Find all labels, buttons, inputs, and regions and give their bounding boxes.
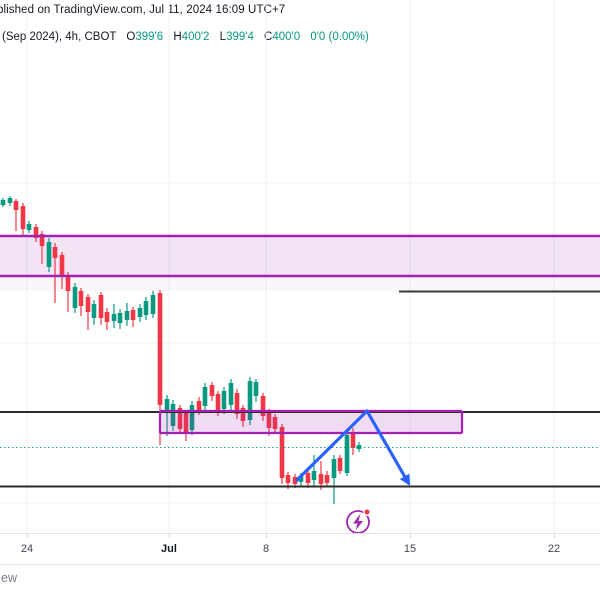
time-axis-tick [410,534,411,538]
high-label: H [173,31,182,43]
candle-up [143,297,149,320]
candle-down [13,199,19,231]
candle-down [266,409,272,436]
open-value: 399'6 [135,31,164,43]
candle-down [209,382,215,401]
change-value: 0'0 (0.00%) [310,31,369,43]
notification-dot [363,508,371,516]
candle-down [59,252,65,289]
time-axis-tick [27,534,28,538]
candles [0,196,362,504]
watermark-fragment: ew [1,571,17,585]
candle-down [272,414,278,433]
candle-up [356,442,362,452]
candle-up [111,304,117,328]
candle-down [20,203,26,235]
candle-up [202,383,208,411]
candle-up [0,198,6,207]
supply-zone-upper-fill [0,236,600,276]
candle-down [234,389,240,419]
candle-down [260,393,266,421]
candle-up [46,238,52,272]
candle-up [228,379,234,410]
candlestick-chart-canvas[interactable] [0,0,600,533]
symbol-status-line: (Sep 2024), 4h, CBOT O399'6 H400'2 L399'… [2,31,369,43]
candle-down [305,469,311,488]
low-value: 399'4 [226,31,254,43]
candle-down [78,288,84,316]
candle-up [91,300,97,325]
projection-arrow [294,409,411,486]
instrument-name: (Sep 2024), 4h, CBOT [2,31,117,43]
supply-zone-mid-fill [160,411,462,433]
candle-up [247,377,253,425]
candle-up [221,387,227,414]
candle-up [72,283,78,313]
candle-up [7,196,13,206]
time-axis-label: Jul [161,543,177,555]
candle-down [240,405,246,427]
candle-up [124,303,130,326]
close-label: C [264,31,273,43]
candle-down [65,272,71,312]
candle-up [331,455,337,504]
publish-attribution: blished on TradingView.com, Jul 11, 2024… [0,4,286,16]
time-axis-tick [169,534,170,538]
candle-up [170,400,176,431]
candle-down [104,308,110,330]
candle-up [150,291,156,318]
time-axis-tick [266,534,267,538]
candle-down [324,471,330,487]
time-axis-label: 8 [262,543,270,555]
candle-up [189,401,195,435]
candle-up [26,221,32,233]
candle-down [183,410,189,441]
time-axis[interactable]: 24 Jul 8 15 22 [0,533,600,565]
candle-up [253,379,259,402]
open-label: O [126,31,136,43]
candle-down [130,307,136,327]
candle-down [85,294,91,330]
candle-down [98,292,104,325]
candle-down [33,224,39,242]
candle-down [337,455,343,474]
candle-down [318,461,324,490]
low-label: L [219,31,227,43]
idea-flash-icon [346,508,371,533]
time-axis-label: 22 [547,543,561,555]
candle-up [164,395,170,436]
time-axis-label: 24 [20,543,34,555]
candle-up [137,304,143,322]
zone-extension-band [0,277,600,291]
time-axis-label: 15 [403,543,417,555]
candle-down [52,243,58,303]
candle-up [344,429,350,476]
candle-down [177,405,183,434]
close-value: 400'0 [272,31,301,43]
high-value: 400'2 [181,31,210,43]
time-axis-tick [554,534,555,538]
candle-up [117,309,123,329]
candle-up [311,455,317,486]
